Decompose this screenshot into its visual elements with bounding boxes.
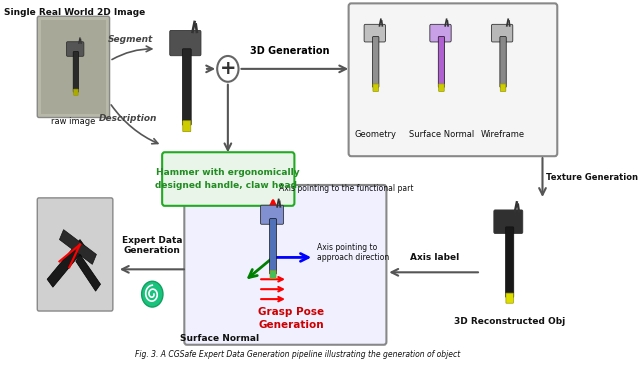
FancyBboxPatch shape <box>349 3 557 156</box>
Text: Wireframe: Wireframe <box>481 130 525 139</box>
FancyBboxPatch shape <box>170 30 201 56</box>
Text: Geometry: Geometry <box>355 130 397 139</box>
Text: Single Real World 2D Image: Single Real World 2D Image <box>4 8 145 17</box>
Text: Axis pointing to
approach direction: Axis pointing to approach direction <box>317 243 389 262</box>
Text: Surface Normal: Surface Normal <box>180 334 259 343</box>
Text: Axis label: Axis label <box>410 253 460 262</box>
Polygon shape <box>47 239 86 287</box>
FancyBboxPatch shape <box>373 84 378 91</box>
FancyBboxPatch shape <box>506 293 513 303</box>
Circle shape <box>141 281 163 307</box>
FancyBboxPatch shape <box>500 36 506 87</box>
Text: Axis pointing to the functional part: Axis pointing to the functional part <box>279 184 413 193</box>
Text: Hammer with ergonomically
designed handle, claw head.: Hammer with ergonomically designed handl… <box>155 168 301 190</box>
Text: Fig. 3. A CGSafe Expert Data Generation pipeline illustrating the generation of : Fig. 3. A CGSafe Expert Data Generation … <box>135 350 460 359</box>
Text: Texture Generation: Texture Generation <box>546 173 638 181</box>
FancyBboxPatch shape <box>74 89 78 95</box>
Polygon shape <box>60 230 97 264</box>
FancyBboxPatch shape <box>37 198 113 311</box>
FancyBboxPatch shape <box>372 36 379 87</box>
FancyBboxPatch shape <box>500 84 506 91</box>
Text: 3D Generation: 3D Generation <box>250 46 329 56</box>
Text: 3D Reconstructed Obj: 3D Reconstructed Obj <box>454 317 565 326</box>
FancyBboxPatch shape <box>183 121 191 132</box>
FancyBboxPatch shape <box>67 42 84 56</box>
Text: raw image: raw image <box>51 116 95 126</box>
Text: Segment: Segment <box>108 35 153 44</box>
Text: Surface Normal: Surface Normal <box>409 130 474 139</box>
Text: Grasp Pose
Generation: Grasp Pose Generation <box>259 307 324 330</box>
FancyBboxPatch shape <box>73 51 79 92</box>
FancyBboxPatch shape <box>494 210 523 234</box>
Text: Description: Description <box>99 115 157 123</box>
FancyBboxPatch shape <box>492 24 513 42</box>
Circle shape <box>217 56 239 82</box>
FancyBboxPatch shape <box>270 270 276 278</box>
FancyBboxPatch shape <box>182 49 191 125</box>
Polygon shape <box>76 254 100 291</box>
FancyBboxPatch shape <box>506 227 514 297</box>
FancyBboxPatch shape <box>184 185 387 345</box>
FancyBboxPatch shape <box>438 36 445 87</box>
FancyBboxPatch shape <box>162 152 294 206</box>
FancyBboxPatch shape <box>430 24 451 42</box>
FancyBboxPatch shape <box>37 16 109 118</box>
Text: +: + <box>220 59 236 78</box>
FancyBboxPatch shape <box>260 205 284 224</box>
FancyBboxPatch shape <box>364 24 385 42</box>
Bar <box>40 20 106 114</box>
FancyBboxPatch shape <box>438 84 444 91</box>
Text: Expert Data
Generation: Expert Data Generation <box>122 236 182 255</box>
FancyBboxPatch shape <box>269 219 276 274</box>
